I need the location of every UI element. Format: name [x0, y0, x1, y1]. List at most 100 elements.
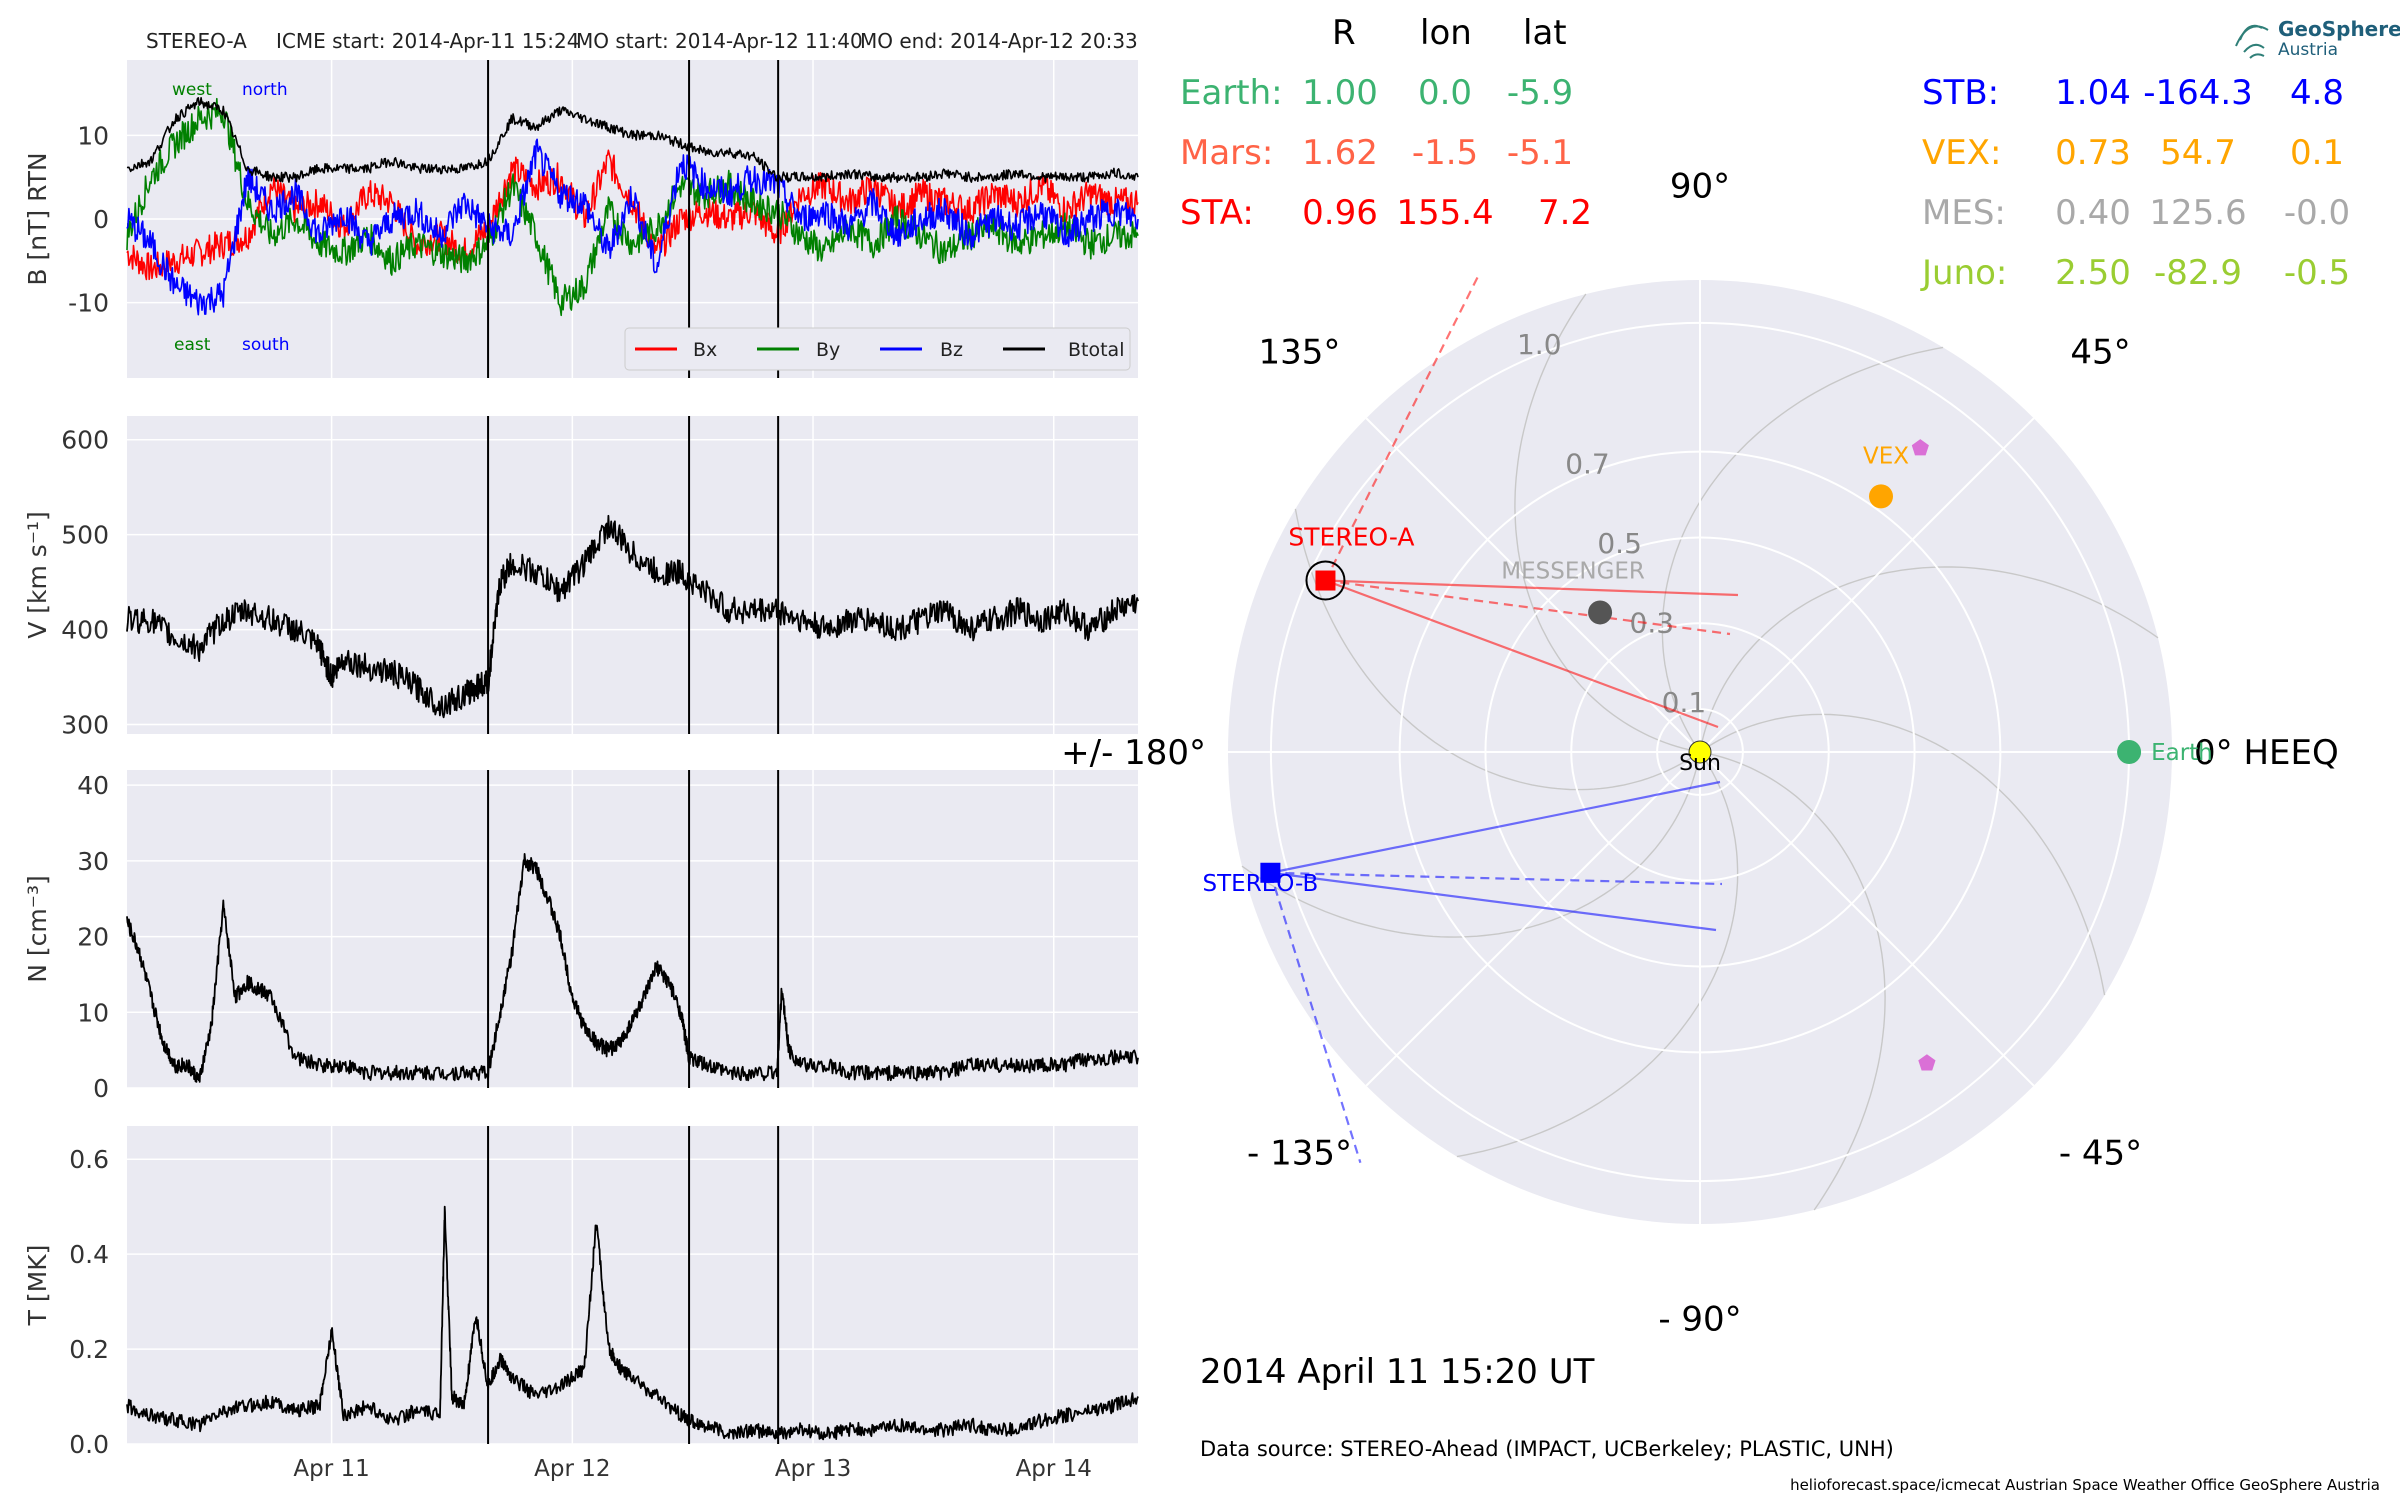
col-header-lat: lat [1523, 13, 1567, 53]
vex-marker [1869, 484, 1894, 509]
sta-marker [1315, 570, 1336, 591]
row-mes-lon: 125.6 [2149, 193, 2246, 233]
y-tick-label: 0.2 [69, 1335, 109, 1364]
panel-temperature: 0.0 0.2 0.4 0.6 T [MK] [23, 1126, 1139, 1459]
row-mes: MES: 0.40 125.6 -0.0 [1922, 193, 2350, 233]
col-header-r: R [1332, 13, 1356, 53]
row-sta: STA: 0.96 155.4 7.2 [1180, 193, 1592, 233]
row-vex: VEX: 0.73 54.7 0.1 [1922, 133, 2344, 173]
header-icme-start: ICME start: 2014-Apr-11 15:24 [276, 29, 579, 53]
label-south: south [242, 335, 289, 355]
stb-fov-line [1270, 780, 1721, 874]
row-sta-name: STA: [1180, 193, 1254, 233]
parker-spiral-line [1241, 751, 1701, 938]
panel-background [127, 416, 1138, 734]
y-tick-label: 10 [77, 998, 109, 1027]
messenger-marker [1588, 600, 1613, 625]
parker-spiral-line [1456, 751, 1739, 1158]
row-juno-lon: -82.9 [2154, 253, 2242, 293]
angular-label: 45° [2070, 332, 2130, 372]
row-sta-r: 0.96 [1302, 193, 1378, 233]
sun-marker [1688, 740, 1712, 764]
y-axis-label: N [cm⁻³] [23, 875, 52, 982]
y-tick-label: 600 [61, 426, 109, 455]
panel-speed: 300 400 500 600 V [km s⁻¹] [23, 416, 1139, 740]
y-tick-label: 0.4 [69, 1240, 109, 1269]
angular-label: - 135° [1247, 1134, 1352, 1174]
row-stb-lat: 4.8 [2290, 73, 2344, 113]
sta-fov-line [1325, 579, 1719, 729]
stb-fov-line [1269, 872, 1362, 1164]
angular-label: - 90° [1658, 1299, 1741, 1339]
stb-marker [1260, 862, 1281, 883]
y-tick-label: 20 [77, 923, 109, 952]
row-mars-r: 1.62 [1302, 133, 1378, 173]
y-tick-label: 500 [61, 521, 109, 550]
vex-label: VEX [1863, 443, 1909, 469]
messenger-label: MESSENGER [1501, 558, 1645, 584]
parker-spiral-line [1699, 566, 2159, 753]
legend-box [624, 327, 1131, 371]
parker-spiral-line [1294, 508, 1701, 791]
sta-label: STEREO-A [1288, 523, 1414, 552]
angular-gridline [1365, 417, 1701, 753]
angular-label: +/- 180° [1061, 733, 1206, 773]
row-vex-lat: 0.1 [2290, 133, 2344, 173]
row-stb: STB: 1.04 -164.3 4.8 [1922, 73, 2344, 113]
angular-label: 0° HEEQ [2194, 733, 2339, 773]
row-vex-lon: 54.7 [2160, 133, 2236, 173]
label-west: west [172, 80, 212, 100]
y-tick-label: 0 [93, 1074, 109, 1103]
header-spacecraft: STEREO-A [146, 29, 247, 53]
y-axis-label: T [MK] [23, 1245, 52, 1327]
legend-btotal: Btotal [1068, 339, 1124, 361]
x-tick-label: Apr 11 [293, 1456, 369, 1482]
logo-name: GeoSphere [2278, 17, 2400, 41]
angular-gridline [1365, 751, 1701, 1087]
parker-spiral-line [1514, 293, 1701, 753]
series-t [126, 1205, 1139, 1441]
row-juno-name: Juno: [1920, 253, 2007, 293]
y-tick-label: 400 [61, 616, 109, 645]
sta-fov-line [1324, 275, 1480, 582]
panel-background [127, 770, 1138, 1088]
y-tick-label: 10 [77, 121, 109, 150]
parker-spiral-line [1699, 751, 1886, 1211]
angular-label: 90° [1670, 167, 1730, 207]
geosphere-swirl-icon [2235, 24, 2269, 59]
angular-label: 135° [1259, 332, 1341, 372]
col-header-lon: lon [1420, 13, 1472, 53]
row-sta-lon: 155.4 [1396, 193, 1493, 233]
y-tick-label: 0.6 [69, 1145, 109, 1174]
stb-fov-line [1270, 871, 1723, 886]
legend-bz: Bz [940, 339, 963, 361]
timestamp: 2014 April 11 15:20 UT [1200, 1352, 1595, 1392]
label-north: north [242, 80, 288, 100]
y-tick-label: -10 [68, 289, 109, 318]
x-tick-label: Apr 14 [1016, 1456, 1092, 1482]
parker-spiral-line [1699, 713, 2106, 996]
panel-density: 0 10 20 30 40 N [cm⁻³] [23, 770, 1139, 1103]
sta-fov-line [1325, 579, 1739, 597]
geosphere-logo: GeoSphere Austria [2235, 17, 2400, 60]
earth-label: Earth [2151, 740, 2213, 766]
row-earth-r: 1.00 [1302, 73, 1378, 113]
parker-spiral-line [1661, 346, 1944, 753]
radial-tick-label: 0.7 [1565, 448, 1610, 481]
y-axis-label: V [km s⁻¹] [23, 511, 52, 639]
y-axis-label: B [nT] RTN [23, 152, 52, 285]
radial-tick-label: 1.0 [1517, 328, 1562, 361]
panel-background [127, 1126, 1138, 1444]
time-series-panels: -10 0 10 B [nT] RTN 300 400 500 600 V [km s⁻¹] 0 1… [23, 60, 1139, 1482]
radial-tick-label: 0.5 [1597, 527, 1642, 560]
y-tick-label: 0.0 [69, 1430, 109, 1459]
legend-bx: Bx [693, 339, 717, 361]
stb-label: STEREO-B [1203, 871, 1319, 897]
row-juno-r: 2.50 [2055, 253, 2131, 293]
logo-sub: Austria [2278, 40, 2338, 60]
row-mes-lat: -0.0 [2284, 193, 2350, 233]
sun-label: Sun [1679, 751, 1721, 776]
field-direction-labels: west north east south [172, 80, 289, 355]
